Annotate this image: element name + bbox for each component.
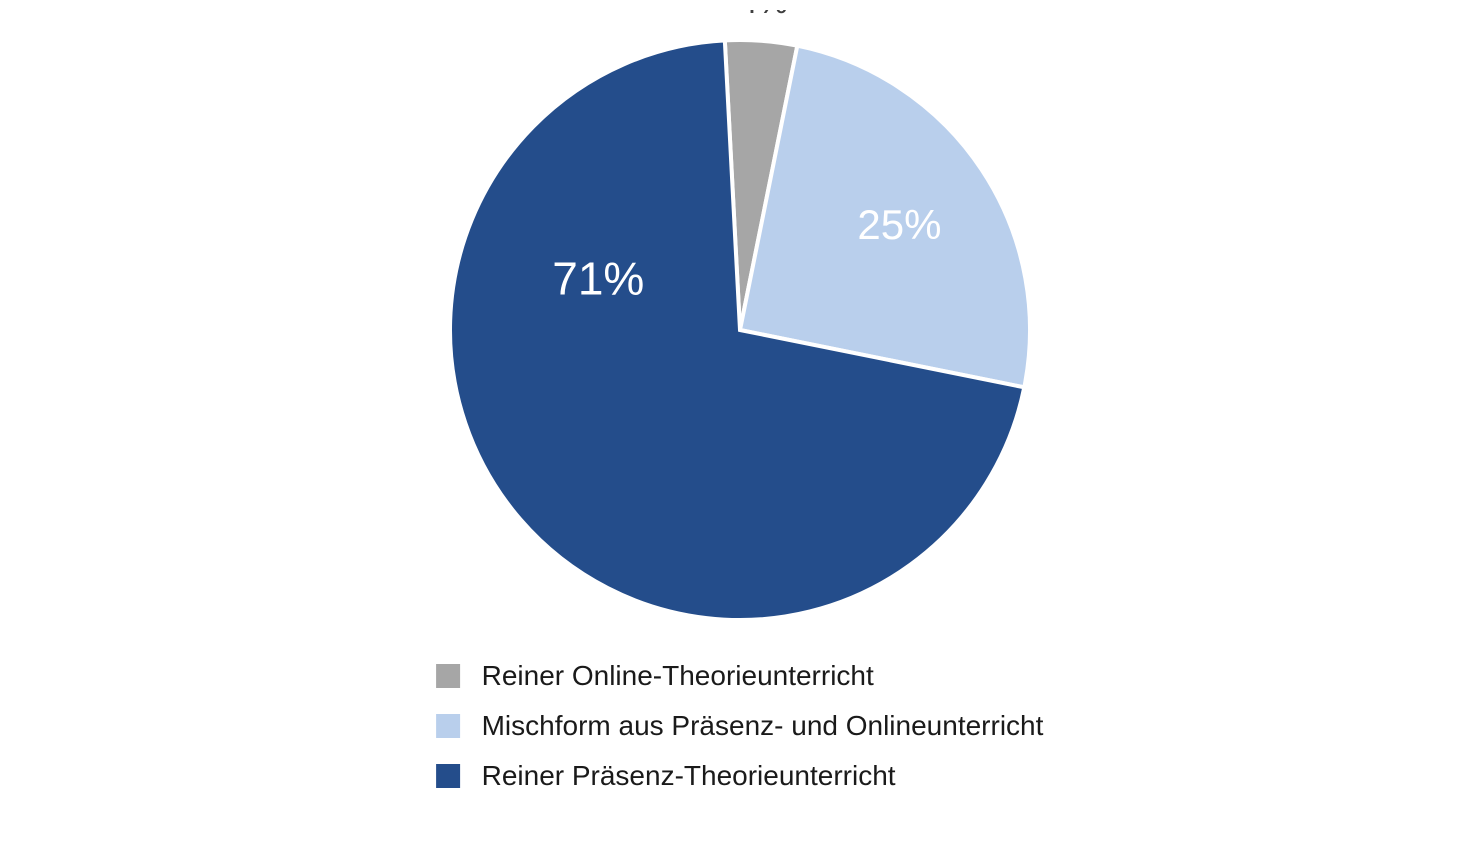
pie-svg: 4% 25% 71% xyxy=(390,10,1090,650)
pie-container: 4% 25% 71% xyxy=(0,0,1479,655)
pie-label-presence: 71% xyxy=(552,253,644,305)
legend: Reiner Online-Theorieunterricht Mischform… xyxy=(436,660,1044,810)
pie-holder: 4% 25% 71% xyxy=(390,10,1090,650)
legend-label: Mischform aus Präsenz- und Onlineunterri… xyxy=(482,710,1044,742)
legend-swatch xyxy=(436,664,460,688)
legend-label: Reiner Präsenz-Theorieunterricht xyxy=(482,760,896,792)
legend-swatch xyxy=(436,714,460,738)
legend-row: Reiner Online-Theorieunterricht xyxy=(436,660,1044,692)
legend-row: Reiner Präsenz-Theorieunterricht xyxy=(436,760,1044,792)
legend-label: Reiner Online-Theorieunterricht xyxy=(482,660,874,692)
legend-swatch xyxy=(436,764,460,788)
chart-canvas: 4% 25% 71% Reiner Online-Theorieunterricht… xyxy=(0,0,1479,854)
pie-label-mix: 25% xyxy=(857,201,941,248)
pie-label-online: 4% xyxy=(738,10,787,21)
legend-row: Mischform aus Präsenz- und Onlineunterri… xyxy=(436,710,1044,742)
